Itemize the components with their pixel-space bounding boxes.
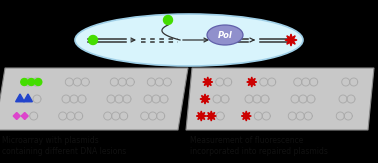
- Polygon shape: [285, 34, 297, 46]
- Polygon shape: [186, 68, 374, 130]
- Polygon shape: [15, 94, 25, 102]
- Circle shape: [88, 36, 98, 44]
- Polygon shape: [241, 111, 251, 121]
- Polygon shape: [247, 77, 257, 87]
- Text: Pol: Pol: [218, 31, 232, 40]
- Ellipse shape: [75, 14, 303, 66]
- Polygon shape: [21, 112, 28, 119]
- Polygon shape: [200, 94, 210, 104]
- Text: Measurement of fluorescence
incorporated into repaired plasmids: Measurement of fluorescence incorporated…: [190, 136, 328, 156]
- Polygon shape: [23, 94, 33, 102]
- Polygon shape: [203, 77, 213, 87]
- Text: Microarray with plasmids
containing different DNA lesions: Microarray with plasmids containing diff…: [2, 136, 126, 156]
- Ellipse shape: [207, 25, 243, 45]
- Polygon shape: [13, 112, 20, 119]
- Polygon shape: [206, 111, 216, 121]
- Circle shape: [35, 79, 42, 86]
- Polygon shape: [196, 111, 206, 121]
- Circle shape: [28, 79, 35, 86]
- Circle shape: [164, 15, 172, 24]
- Circle shape: [21, 79, 28, 86]
- Polygon shape: [0, 68, 188, 130]
